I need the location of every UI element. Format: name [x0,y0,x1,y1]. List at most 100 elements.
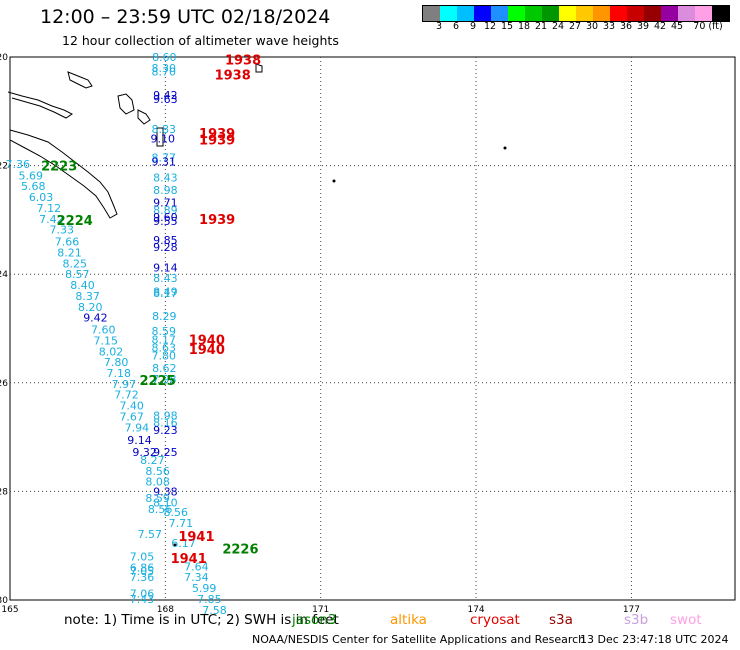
color-scale-label: 45 [670,21,684,32]
wave-height-value: 7.36 [6,158,31,171]
color-scale-label: 12 [483,21,497,32]
wave-height-value: 5.68 [21,180,46,193]
lon-tick-label: 171 [312,605,329,615]
wave-height-value: 8.98 [153,184,178,197]
wave-height-value: 7.05 [130,551,155,564]
wave-height-value: 8.77 [152,151,177,164]
lon-tick-label: 177 [623,605,640,615]
wave-height-value: 8.29 [152,310,177,323]
lon-tick-label: 174 [467,605,484,615]
coastline-main-island [9,129,118,219]
wave-height-value: 7.12 [37,202,62,215]
color-swatch [627,6,644,21]
wave-height-value: 7.85 [197,593,222,606]
color-swatch [542,6,559,21]
wave-height-value: 8.40 [70,279,95,292]
pass-label: 2223 [41,160,77,175]
color-scale-label: 70 (ft) [693,21,723,32]
wave-height-value: 8.20 [78,301,103,314]
lat-tick-label: -24 [0,270,8,280]
wave-height-value: 7.34 [184,571,209,584]
wave-height-value: 9.28 [153,241,178,254]
wave-height-value: 8.56 [148,503,173,516]
wave-height-value: 7.33 [50,224,75,237]
wave-height-value: 9.10 [151,132,176,145]
wave-height-value: 8.59 [145,492,170,505]
wave-height-value: 9.71 [153,197,178,210]
legend-entry-altika: altika [390,612,427,628]
pass-label: 1941 [178,530,214,545]
wave-height-value: 8.17 [153,287,178,300]
wave-height-value: 7.60 [91,324,116,337]
island-dot [173,543,177,547]
color-swatch [559,6,576,21]
lat-tick-label: -26 [0,379,8,389]
wave-height-value: 7.36 [130,571,155,584]
wave-height-value: 8.37 [75,290,100,303]
legend-entry-jason3: jason3 [292,612,337,628]
wave-height-value: 7.57 [138,528,163,541]
pass-label: 2225 [139,374,175,389]
wave-height-value: 7.43 [130,593,155,606]
wave-height-value: 8.57 [65,268,90,281]
wave-height-value: 8.08 [145,476,170,489]
coastline-island [137,109,151,125]
pass-label: 1939 [199,134,235,149]
wave-height-value: 9.42 [83,312,108,325]
wave-height-points: 8.608.308.709.429.638.839.108.779.318.43… [6,51,227,617]
color-swatch [508,6,525,21]
wave-height-value: 8.43 [153,172,178,185]
wave-height-value: 8.70 [152,66,177,79]
wave-height-value: 7.80 [152,350,177,363]
wave-height-value: 8.27 [140,454,165,467]
color-scale-label: 36 [619,21,633,32]
color-scale-label: 9 [469,21,477,32]
color-swatch [491,6,508,21]
color-swatch [712,6,729,21]
axis-ticks: 165 168 171 174 177 -20 -22 -24 -26 -28 -30 [0,53,640,615]
wave-height-value: 9.85 [153,234,178,247]
wave-height-value: 7.72 [114,389,139,402]
color-scale-label: 24 [551,21,565,32]
pass-label: 1938 [215,68,251,83]
wave-height-value: 5.69 [18,169,43,182]
map-grid [9,56,736,601]
color-scale-labels: 3 6 9 12 15 18 21 24 27 30 33 36 39 42 45 70 (ft) [422,21,740,35]
lat-tick-label: -30 [0,596,8,606]
lat-tick-label: -22 [0,162,8,172]
wave-height-value: 8.21 [57,246,82,259]
wave-height-value: 8.30 [152,62,177,75]
wave-height-value: 7.67 [119,410,144,423]
pass-label: 1940 [189,333,225,348]
island-dot [503,146,507,150]
lon-tick-label: 165 [1,605,18,615]
lat-tick-label: -20 [0,53,8,63]
color-scale-label: 27 [568,21,582,32]
wave-height-value: 7.97 [112,378,137,391]
color-swatch [644,6,661,21]
note-text: note: 1) Time is in UTC; 2) SWH is in fe… [64,612,339,628]
pass-label: 1939 [199,127,235,142]
color-swatch [423,6,440,21]
legend-entry-s3a: s3a [549,612,573,628]
credit-text: NOAA/NESDIS Center for Satellite Applica… [252,633,586,646]
color-swatch [440,6,457,21]
wave-height-value: 8.59 [152,325,177,338]
pass-label: 1940 [189,343,225,358]
map-title: 12:00 – 23:59 UTC 02/18/2024 [40,6,331,28]
wave-height-value: 7.40 [119,400,144,413]
color-scale-label: 15 [500,21,514,32]
wave-height-value: 8.02 [99,345,124,358]
wave-height-value: 8.63 [152,342,177,355]
wave-height-value: 8.43 [153,272,178,285]
wave-height-value: 7.98 [152,373,177,386]
island-dot [332,179,336,183]
wave-height-value: 7.06 [130,587,155,600]
map-subtitle: 12 hour collection of altimeter wave hei… [62,33,339,48]
wave-height-value: 7.66 [55,236,80,249]
wave-height-value: 7.18 [107,367,132,380]
lon-tick-label: 168 [157,605,174,615]
wave-height-value: 7.15 [94,334,119,347]
color-swatch [661,6,678,21]
